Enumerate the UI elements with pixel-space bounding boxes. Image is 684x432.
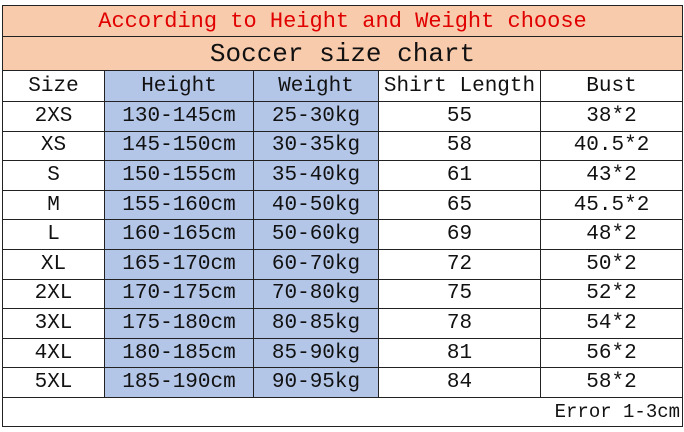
table-row: XS 145-150cm 30-35kg 58 40.5*2	[2, 130, 684, 162]
header-row: Size Height Weight Shirt Length Bust	[2, 70, 684, 102]
cell-weight: 85-90kg	[253, 337, 379, 369]
cell-height: 175-180cm	[104, 308, 254, 339]
cell-bust: 48*2	[539, 219, 684, 250]
cell-size: XS	[2, 130, 105, 162]
chart-title: According to Height and Weight choose	[1, 5, 684, 37]
cell-size: M	[2, 189, 105, 221]
cell-bust: 40.5*2	[539, 130, 684, 162]
cell-shirt-length: 61	[378, 160, 541, 191]
error-note: Error 1-3cm	[1, 396, 684, 427]
size-chart-table: According to Height and Weight choose So…	[1, 5, 684, 427]
cell-bust: 45.5*2	[539, 189, 684, 221]
header-size: Size	[2, 70, 105, 102]
cell-weight: 50-60kg	[253, 219, 379, 250]
cell-size: 4XL	[2, 337, 105, 369]
cell-shirt-length: 81	[378, 337, 541, 369]
table-row: L 160-165cm 50-60kg 69 48*2	[2, 219, 684, 250]
header-shirt-length: Shirt Length	[378, 70, 541, 102]
cell-shirt-length: 58	[378, 130, 541, 162]
cell-height: 165-170cm	[104, 248, 254, 280]
cell-shirt-length: 75	[378, 278, 541, 310]
cell-height: 180-185cm	[104, 337, 254, 369]
cell-size: 5XL	[2, 367, 105, 398]
cell-shirt-length: 69	[378, 219, 541, 250]
cell-bust: 58*2	[539, 367, 684, 398]
cell-weight: 70-80kg	[253, 278, 379, 310]
cell-shirt-length: 84	[378, 367, 541, 398]
cell-weight: 90-95kg	[253, 367, 379, 398]
cell-shirt-length: 55	[378, 101, 541, 132]
table-row: 2XL 170-175cm 70-80kg 75 52*2	[2, 278, 684, 310]
cell-weight: 60-70kg	[253, 248, 379, 280]
table-row: 3XL 175-180cm 80-85kg 78 54*2	[2, 308, 684, 339]
cell-height: 130-145cm	[104, 101, 254, 132]
chart-subtitle: Soccer size chart	[1, 36, 684, 71]
cell-height: 185-190cm	[104, 367, 254, 398]
cell-height: 155-160cm	[104, 189, 254, 221]
cell-height: 145-150cm	[104, 130, 254, 162]
cell-size: L	[2, 219, 105, 250]
table-row: 5XL 185-190cm 90-95kg 84 58*2	[2, 367, 684, 398]
table-row: XL 165-170cm 60-70kg 72 50*2	[2, 248, 684, 280]
header-bust: Bust	[539, 70, 684, 102]
cell-height: 170-175cm	[104, 278, 254, 310]
table-row: M 155-160cm 40-50kg 65 45.5*2	[2, 189, 684, 221]
header-height: Height	[104, 70, 254, 102]
table-row: S 150-155cm 35-40kg 61 43*2	[2, 160, 684, 191]
cell-size: XL	[2, 248, 105, 280]
cell-size: S	[2, 160, 105, 191]
cell-shirt-length: 72	[378, 248, 541, 280]
cell-weight: 35-40kg	[253, 160, 379, 191]
cell-weight: 30-35kg	[253, 130, 379, 162]
cell-shirt-length: 65	[378, 189, 541, 221]
cell-size: 2XL	[2, 278, 105, 310]
cell-bust: 43*2	[539, 160, 684, 191]
table-row: 4XL 180-185cm 85-90kg 81 56*2	[2, 337, 684, 369]
cell-bust: 54*2	[539, 308, 684, 339]
cell-weight: 25-30kg	[253, 101, 379, 132]
table-row: 2XS 130-145cm 25-30kg 55 38*2	[2, 101, 684, 132]
cell-bust: 38*2	[539, 101, 684, 132]
cell-size: 2XS	[2, 101, 105, 132]
cell-bust: 56*2	[539, 337, 684, 369]
cell-bust: 52*2	[539, 278, 684, 310]
cell-height: 160-165cm	[104, 219, 254, 250]
header-weight: Weight	[253, 70, 379, 102]
cell-size: 3XL	[2, 308, 105, 339]
cell-shirt-length: 78	[378, 308, 541, 339]
cell-weight: 40-50kg	[253, 189, 379, 221]
cell-weight: 80-85kg	[253, 308, 379, 339]
cell-height: 150-155cm	[104, 160, 254, 191]
cell-bust: 50*2	[539, 248, 684, 280]
